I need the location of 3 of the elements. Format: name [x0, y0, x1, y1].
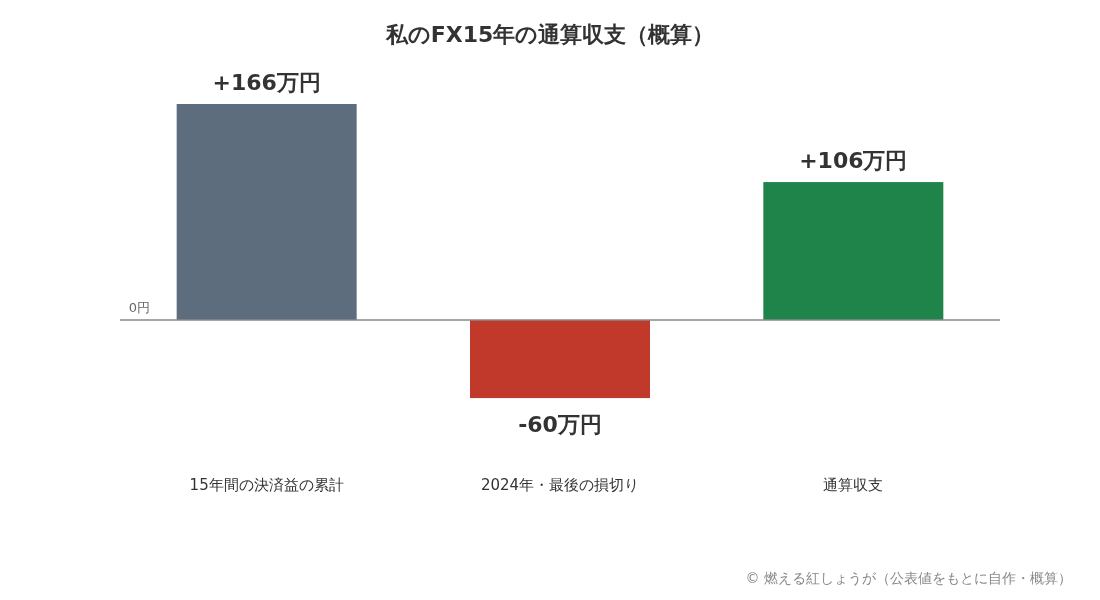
- title: 私のFX15年の通算収支（概算）: [385, 22, 715, 47]
- annotation: 0円: [128, 300, 150, 315]
- annotation: © 燃える紅しょうが（公表値をもとに自作・概算）: [745, 570, 1072, 586]
